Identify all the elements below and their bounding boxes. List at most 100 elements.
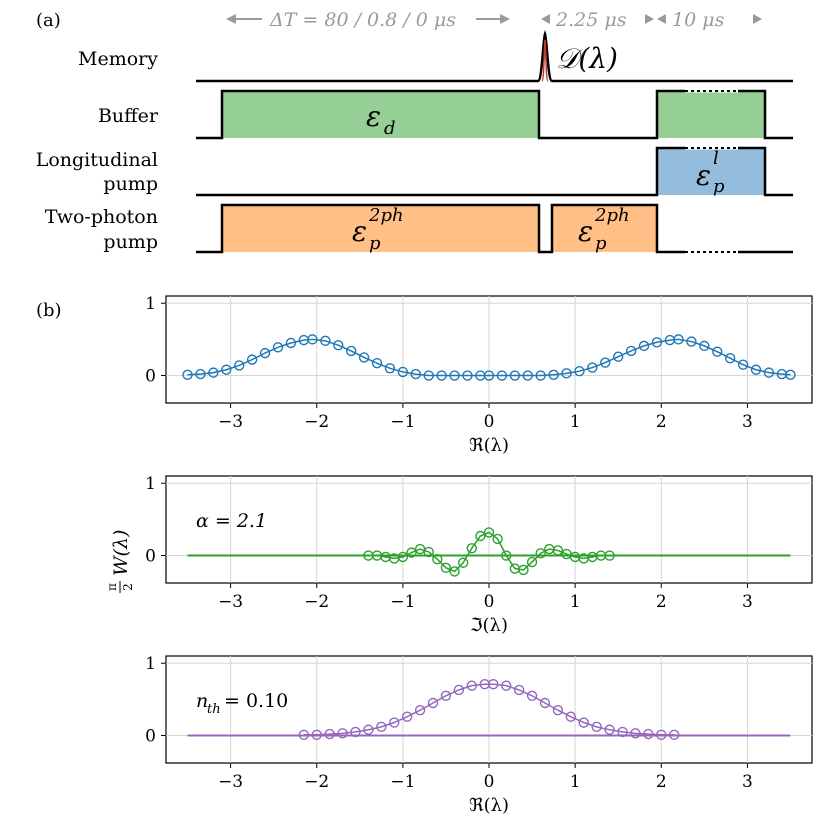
data-point xyxy=(457,557,469,568)
data-point xyxy=(298,729,310,741)
data-point xyxy=(423,370,434,381)
x-tick-label: 2 xyxy=(656,772,667,792)
data-point xyxy=(358,352,370,363)
tp2-pulse-sup: 2ph xyxy=(594,205,630,226)
channel-two-photon: Two-photon xyxy=(45,206,158,228)
x-tick-label: −3 xyxy=(218,592,243,612)
data-point xyxy=(397,366,409,378)
data-point xyxy=(535,548,546,559)
data-point xyxy=(436,370,447,381)
data-point xyxy=(475,530,486,542)
subplot-3: −3 −2 −1 0 1 2 3 0 1 ℜ(λ) n th = 0.10 xyxy=(145,654,813,816)
ann-rest: = 0.10 xyxy=(224,690,288,712)
channel-buffer: Buffer xyxy=(98,105,159,127)
x-tick-label: 3 xyxy=(742,772,753,792)
subplot-2-xlabel: ℑ(λ) xyxy=(470,615,508,636)
data-point xyxy=(182,369,193,381)
subplot-1: −3 −2 −1 0 1 2 3 0 1 ℜ(λ) xyxy=(145,294,813,456)
panel-b-label: (b) xyxy=(36,300,62,321)
data-point xyxy=(686,336,697,347)
data-point xyxy=(345,345,357,357)
data-point xyxy=(552,545,564,556)
buffer-pulse-label: ε xyxy=(366,100,381,133)
data-point xyxy=(376,721,387,733)
x-tick-label: 0 xyxy=(484,412,495,432)
memory-peak xyxy=(541,39,549,82)
y-tick-label: 0 xyxy=(145,727,156,747)
panel-b: (b) π 2 W(λ) −3 −2 −1 0 1 2 3 0 1 ℜ(λ) −3 −2 −1 0 1 2… xyxy=(36,294,813,816)
marker-curve xyxy=(187,338,791,377)
subplot-2-ticks: −3 −2 −1 0 1 2 3 0 1 xyxy=(145,474,753,612)
buffer-trace xyxy=(196,89,793,140)
data-point xyxy=(578,717,589,728)
subplot-3-annotation: n th = 0.10 xyxy=(196,690,288,717)
data-point xyxy=(552,705,564,716)
data-point xyxy=(763,367,775,378)
buffer-pulse-1 xyxy=(222,91,539,138)
x-tick-label: −3 xyxy=(218,772,243,792)
panel-a: (a) ΔT = 80 / 0.8 / 0 μs 2.25 μs 10 μs M… xyxy=(36,9,793,254)
data-point xyxy=(522,370,533,381)
data-point xyxy=(548,369,559,381)
data-point xyxy=(384,363,396,374)
delta-t-label: ΔT = 80 / 0.8 / 0 μs xyxy=(269,9,456,31)
subplot-2: −3 −2 −1 0 1 2 3 0 1 ℑ(λ) α = 2.1 xyxy=(145,474,813,636)
data-point xyxy=(613,351,624,362)
data-point xyxy=(440,690,452,701)
x-tick-label: 2 xyxy=(656,592,667,612)
data-point xyxy=(195,368,206,380)
data-point xyxy=(337,728,348,739)
longitudinal-pulse xyxy=(657,148,765,195)
data-point xyxy=(389,717,400,728)
data-point xyxy=(246,354,258,365)
data-point xyxy=(526,690,538,701)
ylabel-rest: W(λ) xyxy=(110,530,132,576)
data-point xyxy=(449,370,460,381)
data-point xyxy=(307,334,318,345)
y-tick-label: 0 xyxy=(145,367,156,387)
data-point xyxy=(221,364,232,375)
y-tick-label: 1 xyxy=(145,474,156,494)
data-point xyxy=(311,729,322,741)
x-tick-label: 1 xyxy=(570,772,581,792)
y-tick-label: 0 xyxy=(145,547,156,567)
panel-a-label: (a) xyxy=(36,10,61,31)
data-point xyxy=(699,340,710,352)
data-point xyxy=(617,726,628,738)
data-point xyxy=(350,726,361,738)
data-point xyxy=(574,365,585,377)
data-point xyxy=(518,564,529,576)
data-point xyxy=(673,334,684,345)
t-mid-label: 2.25 μs xyxy=(555,9,627,31)
channel-memory: Memory xyxy=(78,48,158,70)
y-tick-label: 1 xyxy=(145,654,156,674)
x-tick-label: −2 xyxy=(304,412,329,432)
arrowhead-end-right-icon xyxy=(753,14,762,24)
x-tick-label: 0 xyxy=(484,592,495,612)
data-point xyxy=(591,721,602,733)
data-point xyxy=(371,358,383,369)
x-tick-label: −2 xyxy=(304,772,329,792)
data-point xyxy=(561,368,572,379)
data-point xyxy=(668,729,680,741)
data-point xyxy=(535,370,546,381)
data-point xyxy=(449,566,460,577)
data-point xyxy=(324,728,335,740)
x-tick-label: 3 xyxy=(742,592,753,612)
data-point xyxy=(638,340,650,352)
data-point xyxy=(643,728,654,740)
data-point xyxy=(423,546,434,558)
data-point xyxy=(565,711,577,722)
data-point xyxy=(712,346,723,357)
data-point xyxy=(483,370,495,381)
long-pulse-label: ε xyxy=(696,159,711,192)
data-point xyxy=(462,370,473,381)
x-tick-label: −1 xyxy=(390,772,415,792)
data-point xyxy=(656,729,667,741)
data-point xyxy=(397,551,409,563)
long-pulse-sup: l xyxy=(713,148,719,169)
data-point xyxy=(410,368,421,380)
data-point xyxy=(259,347,271,359)
data-point xyxy=(501,550,512,561)
data-point xyxy=(333,339,344,351)
